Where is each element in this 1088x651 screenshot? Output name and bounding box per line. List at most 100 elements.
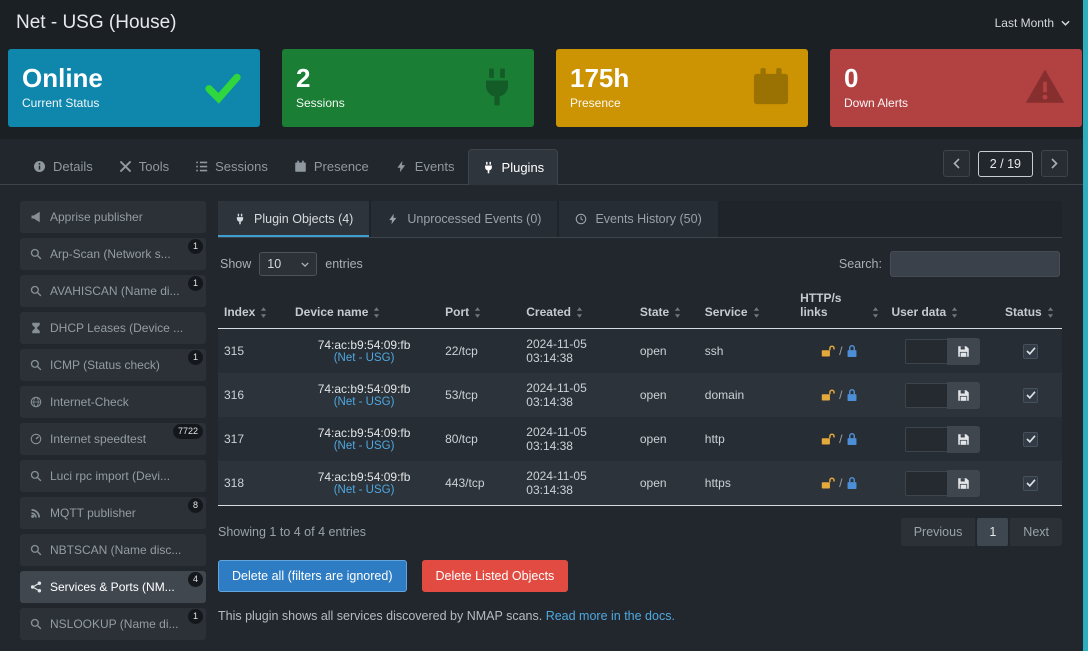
lock-closed-icon[interactable] — [846, 388, 858, 402]
tab-unprocessed-events[interactable]: Unprocessed Events (0) — [371, 201, 558, 237]
sidebar-item-speedtest[interactable]: Internet speedtest 7722 — [20, 423, 206, 455]
separator: / — [839, 344, 843, 358]
scrollbar[interactable] — [1083, 0, 1088, 651]
sidebar-item-nbtscan[interactable]: NBTSCAN (Name disc... — [20, 534, 206, 566]
col-header-status[interactable]: Status — [999, 287, 1062, 329]
col-header-created[interactable]: Created — [520, 287, 634, 329]
col-header-port[interactable]: Port — [439, 287, 521, 329]
https-links-cell: / — [794, 461, 886, 506]
card-label: Current Status — [22, 95, 100, 110]
status-checkbox[interactable] — [1023, 431, 1039, 447]
sort-icon — [753, 307, 759, 318]
card-label: Down Alerts — [844, 95, 909, 110]
device-link[interactable]: (Net - USG) — [333, 396, 395, 408]
chevron-right-icon — [1051, 158, 1058, 169]
user-data-cell — [885, 461, 1000, 506]
entries-select[interactable]: 10 — [259, 252, 318, 276]
col-header-user-data[interactable]: User data — [885, 287, 1000, 329]
sidebar-item-arpscan[interactable]: Arp-Scan (Network s... 1 — [20, 238, 206, 270]
user-data-input[interactable] — [904, 470, 947, 496]
card-sessions: 2 Sessions — [282, 49, 534, 127]
user-data-input[interactable] — [904, 338, 947, 364]
period-selector[interactable]: Last Month — [995, 16, 1070, 30]
sidebar-item-luci-rpc[interactable]: Luci rpc import (Devi... — [20, 460, 206, 492]
device-link[interactable]: (Net - USG) — [333, 352, 395, 364]
delete-all-button[interactable]: Delete all (filters are ignored) — [218, 560, 407, 592]
plug-icon — [236, 213, 244, 225]
col-header-label: Service — [704, 305, 748, 319]
sidebar-item-icmp[interactable]: ICMP (Status check) 1 — [20, 349, 206, 381]
sort-icon — [873, 307, 879, 318]
tab-label: Events — [414, 159, 455, 174]
sidebar-item-label: AVAHISCAN (Name di... — [50, 284, 180, 298]
chevron-down-icon — [301, 261, 309, 267]
tab-sessions[interactable]: Sessions — [182, 149, 281, 184]
col-header-https-links[interactable]: HTTP/s links — [794, 287, 886, 329]
tab-label: Events History (50) — [595, 212, 702, 226]
plugin-objects-table: Index Device name Port Created State Ser… — [218, 287, 1062, 506]
sidebar-item-nslookup[interactable]: NSLOOKUP (Name di... 1 — [20, 608, 206, 640]
sort-icon — [475, 307, 481, 318]
sidebar-item-apprise[interactable]: Apprise publisher — [20, 201, 206, 233]
created-date: 2024-11-05 — [526, 337, 587, 351]
sidebar-item-mqtt[interactable]: MQTT publisher 8 — [20, 497, 206, 529]
device-link[interactable]: (Net - USG) — [333, 440, 395, 452]
lock-open-icon[interactable] — [821, 432, 835, 446]
tab-presence[interactable]: Presence — [281, 149, 382, 184]
created-time: 03:14:38 — [526, 439, 573, 453]
device-link[interactable]: (Net - USG) — [333, 484, 395, 496]
table-row: 315 74:ac:b9:54:09:fb (Net - USG) 22/tcp… — [218, 328, 1062, 374]
user-data-input[interactable] — [904, 382, 947, 408]
table-row: 316 74:ac:b9:54:09:fb (Net - USG) 53/tcp… — [218, 373, 1062, 417]
col-header-device-name[interactable]: Device name — [289, 287, 440, 329]
created-cell: 2024-11-05 03:14:38 — [520, 373, 634, 417]
save-button[interactable] — [946, 425, 980, 453]
sidebar-item-services-ports[interactable]: Services & Ports (NM... 4 — [20, 571, 206, 603]
lock-open-icon[interactable] — [821, 388, 835, 402]
tab-events[interactable]: Events — [382, 149, 468, 184]
status-checkbox[interactable] — [1023, 343, 1039, 359]
col-header-index[interactable]: Index — [218, 287, 289, 329]
previous-page-button[interactable]: Previous — [900, 518, 976, 546]
tab-details[interactable]: Details — [20, 149, 106, 184]
lock-closed-icon[interactable] — [846, 344, 858, 358]
status-cell — [999, 329, 1062, 374]
page-number-button[interactable]: 1 — [977, 518, 1009, 546]
delete-listed-button[interactable]: Delete Listed Objects — [421, 560, 569, 592]
created-date: 2024-11-05 — [526, 469, 587, 483]
sidebar-item-label: DHCP Leases (Device ... — [50, 321, 184, 335]
service-cell: domain — [704, 388, 745, 402]
lock-closed-icon[interactable] — [846, 476, 858, 490]
save-button[interactable] — [946, 469, 980, 497]
created-cell: 2024-11-05 03:14:38 — [520, 329, 634, 374]
status-checkbox[interactable] — [1023, 475, 1039, 491]
rss-icon — [31, 508, 41, 518]
next-page-button[interactable]: Next — [1010, 518, 1062, 546]
sort-icon — [1047, 307, 1053, 318]
tab-plugins[interactable]: Plugins — [467, 149, 559, 185]
search-icon — [30, 285, 42, 297]
sort-icon — [952, 307, 958, 318]
tab-label: Plugin Objects (4) — [254, 212, 354, 226]
docs-link[interactable]: Read more in the docs. — [545, 609, 675, 623]
sidebar-item-avahiscan[interactable]: AVAHISCAN (Name di... 1 — [20, 275, 206, 307]
lock-open-icon[interactable] — [821, 476, 835, 490]
search-input[interactable] — [890, 251, 1060, 277]
status-checkbox[interactable] — [1023, 387, 1039, 403]
save-icon — [957, 345, 969, 357]
previous-device-button[interactable] — [942, 150, 970, 177]
tab-tools[interactable]: Tools — [106, 149, 182, 184]
col-header-state[interactable]: State — [633, 287, 699, 329]
lock-open-icon[interactable] — [821, 344, 835, 358]
next-device-button[interactable] — [1041, 150, 1068, 177]
lightning-icon — [397, 160, 405, 173]
sidebar-item-internet-check[interactable]: Internet-Check — [20, 386, 206, 418]
tab-plugin-objects[interactable]: Plugin Objects (4) — [218, 201, 370, 237]
tab-events-history[interactable]: Events History (50) — [559, 201, 718, 237]
save-button[interactable] — [946, 381, 980, 409]
col-header-service[interactable]: Service — [698, 287, 795, 329]
save-button[interactable] — [946, 337, 980, 365]
lock-closed-icon[interactable] — [846, 432, 858, 446]
sidebar-item-dhcp-leases[interactable]: DHCP Leases (Device ... — [20, 312, 206, 344]
user-data-input[interactable] — [904, 426, 947, 452]
